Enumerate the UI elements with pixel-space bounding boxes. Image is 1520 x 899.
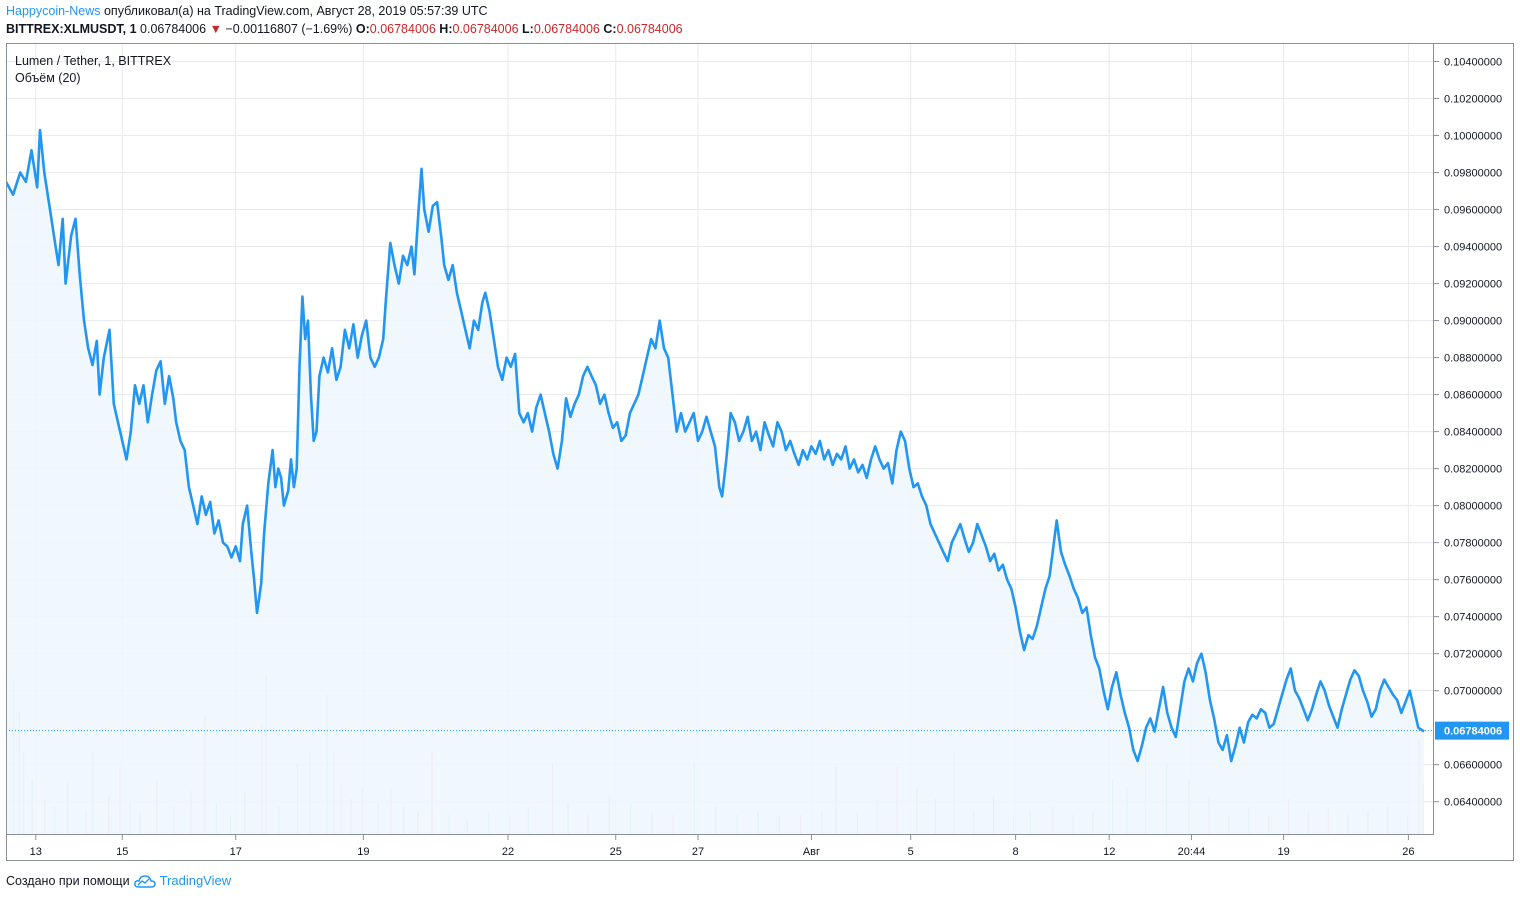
symbol-info: BITTREX:XLMUSDT, 1 0.06784006 ▼ −0.00116… — [6, 22, 683, 36]
last-price: 0.06784006 — [140, 22, 207, 36]
y-tick-label: 0.06600000 — [1444, 760, 1502, 772]
y-tick-label: 0.07600000 — [1444, 575, 1502, 587]
y-tick-label: 0.09800000 — [1444, 168, 1502, 180]
y-tick-label: 0.08200000 — [1444, 464, 1502, 476]
x-tick-label: 19 — [357, 846, 369, 858]
cloud-logo-icon — [133, 874, 156, 888]
y-tick-label: 0.09000000 — [1444, 316, 1502, 328]
down-arrow-icon: ▼ — [209, 22, 222, 36]
y-tick-label: 0.08400000 — [1444, 427, 1502, 439]
x-tick-label: 27 — [692, 846, 704, 858]
created-with-text: Создано при помощи — [6, 873, 130, 888]
x-tick-label: 25 — [610, 846, 622, 858]
footer: Создано при помощи TradingView — [6, 873, 231, 888]
last-price-badge — [1435, 721, 1509, 740]
symbol-name: BITTREX:XLMUSDT, 1 — [6, 22, 137, 36]
y-tick-label: 0.09600000 — [1444, 205, 1502, 217]
x-tick-label: 12 — [1103, 846, 1115, 858]
y-tick-label: 0.08600000 — [1444, 390, 1502, 402]
x-tick-label: 22 — [502, 846, 514, 858]
y-tick-label: 0.06400000 — [1444, 797, 1502, 809]
publish-info: Happycoin-News опубликовал(а) на Trading… — [6, 4, 488, 18]
x-tick-label: 8 — [1013, 846, 1019, 858]
low-value: 0.06784006 — [533, 22, 600, 36]
open-value: 0.06784006 — [369, 22, 436, 36]
price-axis[interactable]: 0.10400000 0.10200000 0.10000000 0.09800000… — [1434, 57, 1502, 809]
y-tick-label: 0.09200000 — [1444, 279, 1502, 291]
close-label: C: — [603, 22, 617, 36]
y-tick-label: 0.07000000 — [1444, 686, 1502, 698]
y-tick-label: 0.10200000 — [1444, 94, 1502, 106]
last-price-badge-text: 0.06784006 — [1444, 726, 1502, 738]
volume-legend[interactable]: Объём (20) — [15, 71, 81, 85]
y-tick-label: 0.10400000 — [1444, 57, 1502, 69]
high-value: 0.06784006 — [452, 22, 519, 36]
y-tick-label: 0.10000000 — [1444, 131, 1502, 143]
y-tick-label: 0.09400000 — [1444, 242, 1502, 254]
time-axis[interactable]: 13 15 17 19 22 25 27 Авг 5 8 12 20:44 19 26 — [30, 835, 1415, 858]
chart-container[interactable]: 0.10400000 0.10200000 0.10000000 0.09800000… — [4, 43, 1514, 861]
author-link[interactable]: Happycoin-News — [6, 4, 101, 18]
x-tick-label: 13 — [30, 846, 42, 858]
x-tick-label: 17 — [230, 846, 242, 858]
y-tick-label: 0.08800000 — [1444, 353, 1502, 365]
y-tick-label: 0.08000000 — [1444, 501, 1502, 513]
x-tick-label: 5 — [908, 846, 914, 858]
price-line — [4, 128, 1425, 763]
chart-border — [6, 43, 1514, 861]
x-tick-label: Авг — [803, 846, 820, 858]
high-label: H: — [439, 22, 453, 36]
x-tick-label: 26 — [1402, 846, 1414, 858]
y-tick-label: 0.07400000 — [1444, 612, 1502, 624]
series-legend[interactable]: Lumen / Tether, 1, BITTREX — [15, 54, 172, 68]
x-tick-label: 15 — [116, 846, 128, 858]
close-value: 0.06784006 — [616, 22, 683, 36]
published-text: опубликовал(а) на TradingView.com, Авгус… — [103, 4, 488, 18]
open-label: O: — [355, 22, 370, 36]
price-area-fill — [6, 130, 1424, 835]
y-tick-label: 0.07200000 — [1444, 649, 1502, 661]
last-price-label: 0.06784006 — [1435, 721, 1509, 740]
x-tick-label: 20:44 — [1178, 846, 1206, 858]
low-label: L: — [522, 22, 534, 36]
price-change: −0.00116807 (−1.69%) — [225, 22, 353, 36]
x-tick-label: 19 — [1277, 846, 1289, 858]
y-tick-label: 0.07800000 — [1444, 538, 1502, 550]
tradingview-link[interactable]: TradingView — [159, 873, 232, 888]
price-chart[interactable]: 0.10400000 0.10200000 0.10000000 0.09800000… — [4, 43, 1514, 861]
